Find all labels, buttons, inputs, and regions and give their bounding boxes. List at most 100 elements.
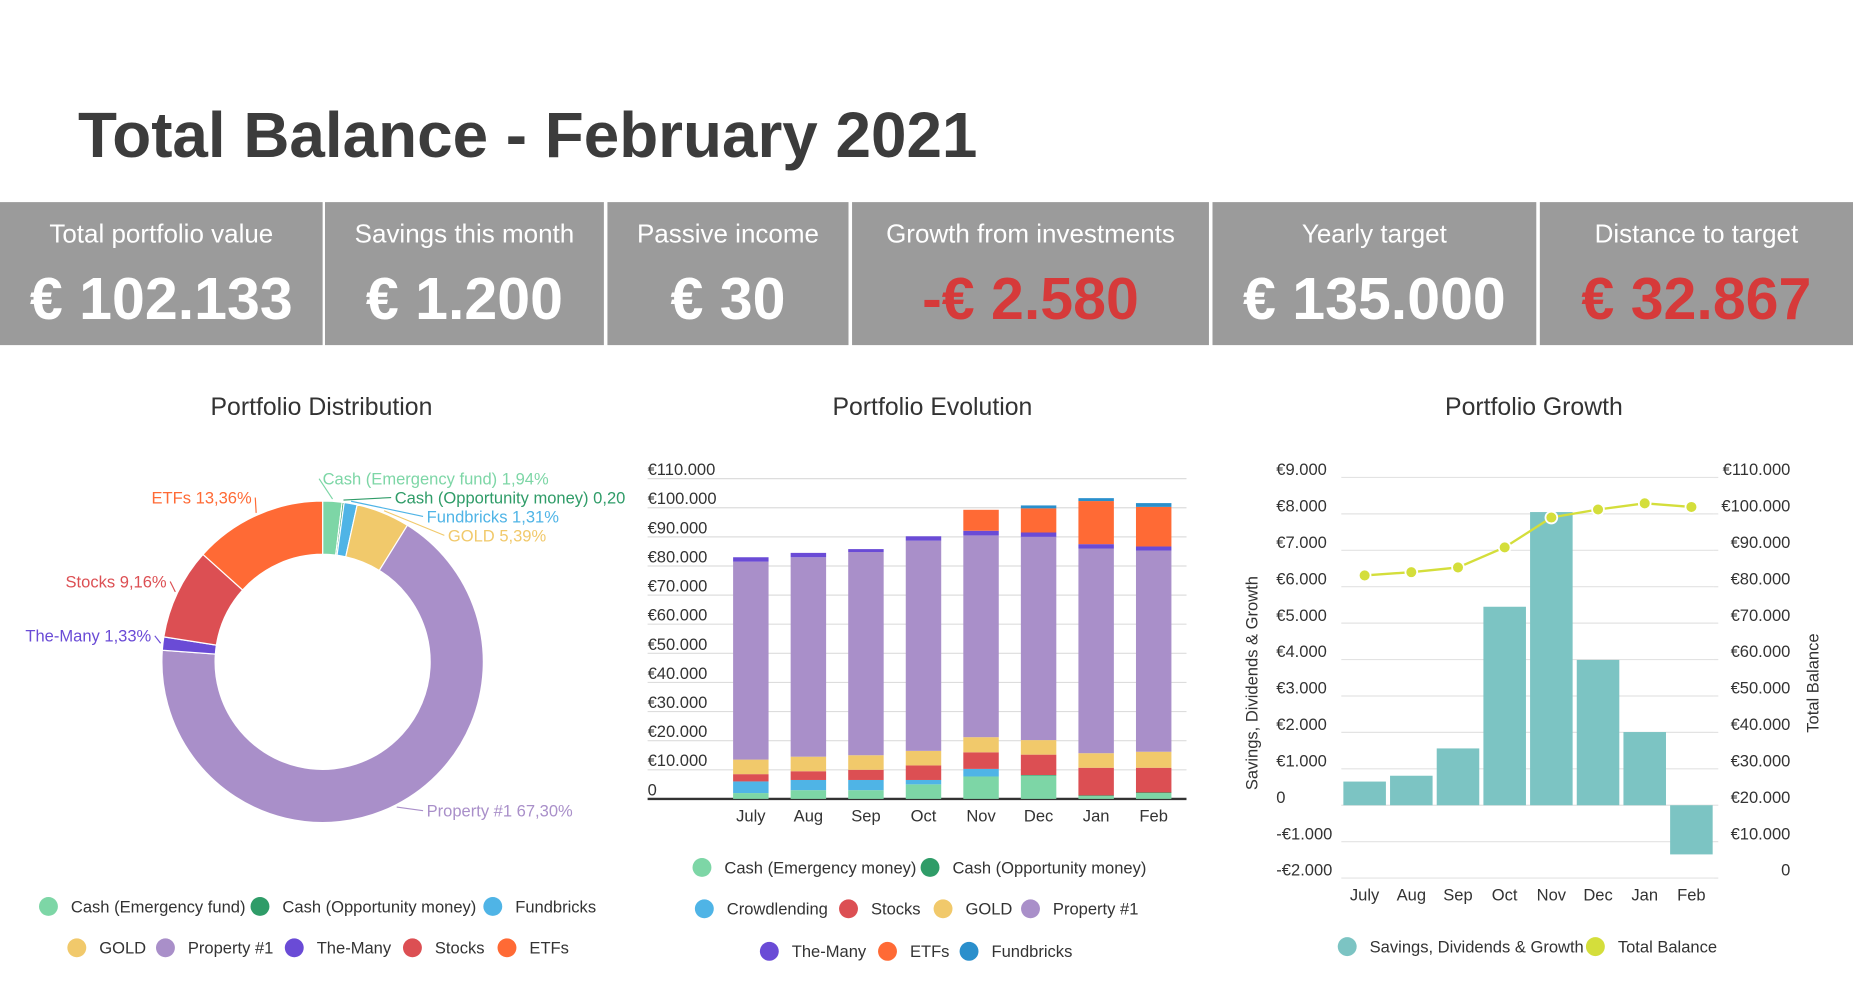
slice-label: Stocks 9,16%: [66, 572, 167, 591]
bar-segment: [1078, 544, 1114, 549]
line-marker: [1591, 502, 1605, 517]
leader-line: [343, 496, 392, 501]
y-tick-label: €8.000: [1276, 497, 1327, 516]
bar-segment: [963, 530, 999, 536]
kpi-label: Distance to target: [1595, 218, 1799, 248]
slice-name: Cash (Opportunity money): [395, 488, 589, 507]
legend-swatch: [38, 896, 58, 916]
leader-line: [318, 478, 334, 500]
kpi-card: Passive income € 30: [607, 202, 849, 346]
x-tick-label: Jan: [1083, 806, 1110, 825]
legend-swatch: [284, 938, 304, 958]
bar-segment: [1078, 548, 1114, 754]
y-tick-label: €30.000: [648, 693, 708, 712]
y-tick-label: -€1.000: [1276, 824, 1332, 843]
legend-swatch: [839, 899, 858, 919]
legend-swatch: [933, 899, 953, 919]
slice-value: 1,94%: [502, 470, 549, 489]
y2-tick-label: 0: [1781, 861, 1790, 880]
bar-segment: [1135, 503, 1172, 507]
legend-label: Fundbricks: [515, 897, 596, 916]
legend-label: Property #1: [188, 939, 273, 958]
kpi-label: Passive income: [637, 218, 819, 248]
y-tick-label: €20.000: [648, 722, 708, 741]
line-marker: [1404, 565, 1419, 579]
slice-name: ETFs: [152, 488, 191, 507]
bar: [1530, 512, 1573, 806]
kpi-card-bg: [324, 202, 604, 346]
bar-segment: [1020, 740, 1057, 755]
bar-segment: [733, 561, 769, 760]
kpi-card-bg: [1212, 202, 1537, 346]
legend-label: Stocks: [871, 900, 921, 919]
y-tick-label: €6.000: [1276, 569, 1327, 588]
y2-tick-label: €90.000: [1731, 533, 1791, 552]
bar-segment: [1135, 767, 1172, 793]
kpi-value: -€ 2.580: [922, 266, 1139, 332]
x-tick-label: Feb: [1139, 806, 1168, 825]
bar-segment: [1135, 506, 1172, 547]
bar-segment: [905, 540, 942, 751]
bar-segment: [848, 779, 884, 791]
legend-label: Property #1: [1053, 900, 1138, 919]
bar-segment: [848, 549, 884, 553]
y-tick-label: -€2.000: [1276, 861, 1332, 880]
line-marker: [1497, 540, 1512, 555]
y-tick-label: €110.000: [648, 460, 716, 479]
slice-name: Property #1: [427, 802, 512, 821]
y-tick-label: 0: [648, 780, 657, 799]
bar-segment: [905, 765, 942, 780]
bar-segment: [733, 774, 769, 782]
legend-swatch: [694, 899, 714, 919]
x-tick-label: Jan: [1631, 886, 1658, 905]
kpi-card-bg: [0, 202, 323, 346]
bar-segment: [1020, 505, 1057, 509]
legend-label: GOLD: [99, 939, 146, 958]
bar-segment: [1020, 536, 1057, 741]
legend-label: ETFs: [529, 939, 569, 958]
legend-swatch: [759, 941, 779, 961]
leader-line: [350, 500, 424, 518]
bar-segment: [1078, 795, 1114, 796]
legend-label: The-Many: [317, 939, 392, 958]
bar-segment: [1020, 508, 1057, 533]
bar-segment: [790, 756, 827, 772]
kpi-value: € 30: [670, 266, 785, 332]
bar: [1343, 781, 1386, 806]
legend-swatch: [1585, 937, 1605, 957]
bar-segment: [1078, 753, 1114, 768]
kpi-value: € 135.000: [1243, 266, 1506, 332]
y2-tick-label: €40.000: [1731, 715, 1791, 734]
y2-tick-label: €60.000: [1731, 642, 1791, 661]
leader-line: [154, 635, 162, 644]
legend-swatch: [878, 941, 897, 961]
x-tick-label: Dec: [1583, 886, 1612, 905]
slice-value: 67,30%: [517, 802, 573, 821]
slice-label: Fundbricks 1,31%: [427, 507, 560, 526]
bar-segment: [1020, 754, 1057, 776]
chart-title: Portfolio Growth: [1445, 394, 1623, 421]
bar-segment: [790, 557, 827, 757]
legend-label: Crowdlending: [727, 900, 828, 919]
legend-label: Fundbricks: [991, 942, 1072, 961]
legend-label: Cash (Opportunity money): [952, 858, 1146, 877]
y2-tick-label: €80.000: [1731, 569, 1791, 588]
x-tick-label: Aug: [1397, 886, 1426, 905]
slice-value: 0,20: [593, 488, 625, 507]
kpi-card: Growth from investments -€ 2.580: [852, 202, 1209, 346]
legend-swatch: [692, 857, 712, 877]
bar: [1436, 748, 1480, 806]
slice-value: 5,39%: [499, 526, 546, 545]
x-tick-label: Oct: [911, 806, 937, 825]
bar-segment: [733, 793, 769, 799]
line-marker: [1451, 560, 1465, 575]
slice-label: Cash (Opportunity money) 0,20: [395, 488, 626, 507]
slice-value: 1,31%: [512, 507, 559, 526]
legend-label: The-Many: [792, 942, 867, 961]
bar: [1623, 732, 1666, 806]
y2-tick-label: €110.000: [1723, 460, 1791, 479]
leader-line: [169, 581, 176, 593]
slice-name: Fundbricks: [427, 507, 508, 526]
chart-title: Portfolio Evolution: [832, 394, 1032, 421]
